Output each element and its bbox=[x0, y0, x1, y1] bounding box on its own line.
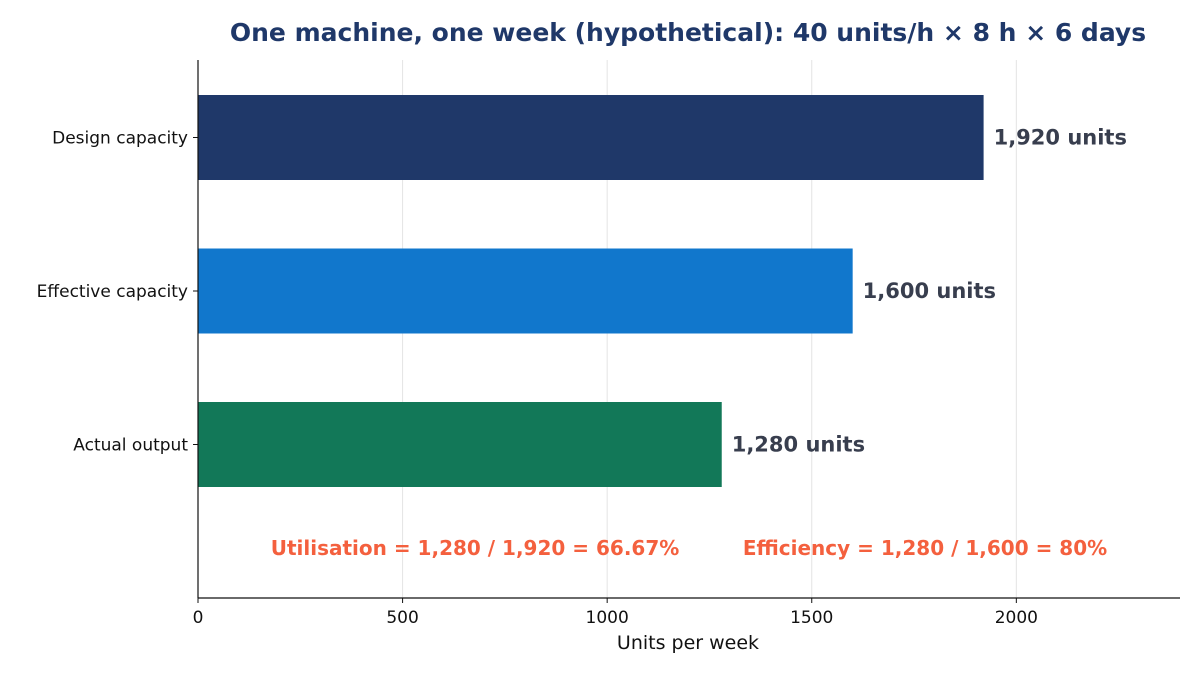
bars bbox=[198, 95, 984, 487]
bar-value-label: 1,920 units bbox=[994, 126, 1127, 150]
category-label: Design capacity bbox=[52, 129, 188, 149]
utilisation-annotation: Utilisation = 1,280 / 1,920 = 66.67% bbox=[271, 536, 680, 560]
bar-value-label: 1,280 units bbox=[732, 433, 865, 457]
x-axis-label: Units per week bbox=[617, 632, 759, 654]
labels: 1,920 units Design capacity 1,600 units Eff… bbox=[37, 126, 1127, 629]
category-label: Effective capacity bbox=[37, 282, 188, 302]
x-tick-label: 1000 bbox=[586, 608, 629, 628]
x-tick-label: 2000 bbox=[995, 608, 1038, 628]
efficiency-annotation: Efficiency = 1,280 / 1,600 = 80% bbox=[743, 536, 1107, 560]
category-label: Actual output bbox=[73, 436, 188, 456]
bar bbox=[198, 95, 984, 180]
bar bbox=[198, 248, 853, 334]
axes bbox=[193, 60, 1180, 603]
bar-value-label: 1,600 units bbox=[863, 279, 996, 303]
bar bbox=[198, 402, 722, 487]
x-tick-label: 1500 bbox=[790, 608, 833, 628]
x-tick-label: 0 bbox=[193, 608, 204, 628]
chart-title: One machine, one week (hypothetical): 40… bbox=[230, 18, 1146, 47]
x-tick-label: 500 bbox=[386, 608, 418, 628]
